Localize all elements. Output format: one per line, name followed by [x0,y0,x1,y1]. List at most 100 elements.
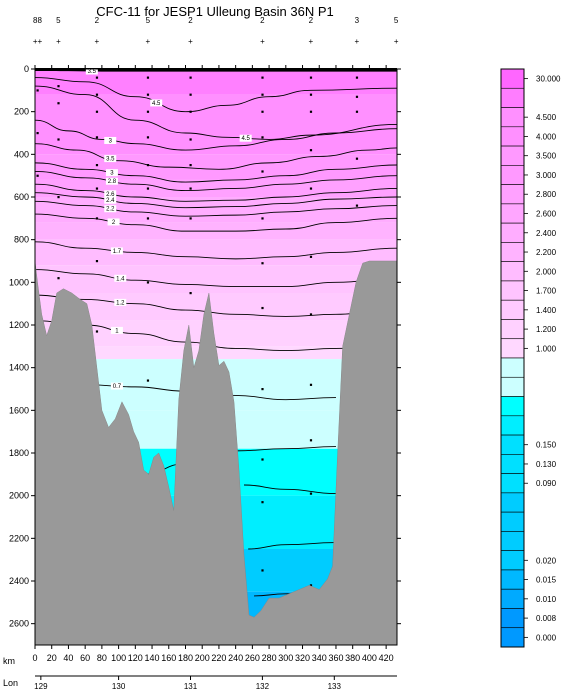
contour-label: 3.5 [88,69,97,75]
contour-label: 2.8 [108,179,117,185]
colorbar-swatch [500,126,525,147]
x-tick-label: 140 [145,653,160,663]
sample-point [189,93,192,96]
colorbar-swatch [500,454,525,474]
contour-label: 2.2 [106,207,115,213]
colorbar-swatch [500,203,525,224]
sample-point [189,187,192,190]
sample-point [146,93,150,96]
chart-title: CFC-11 for JESP1 Ulleung Basin 36N P1 [96,4,334,19]
x-tick-label: 240 [228,653,243,663]
contour-line [35,143,397,170]
station-marker: + [56,37,61,46]
sample-point [261,569,264,572]
colorbar-label: 0.090 [536,479,557,488]
sample-point [309,76,313,79]
colorbar-label: 0.020 [536,556,557,565]
contour-line [35,183,397,202]
colorbar-swatch [500,242,525,262]
contour-label-bg [239,134,252,142]
contour-label-bg [104,205,117,213]
sample-point [95,330,99,333]
station-number: 2 [309,16,314,25]
colorbar-swatch [500,145,525,166]
sample-point [261,170,264,173]
y-tick-label: 2200 [9,533,29,543]
sample-point [309,584,313,587]
x-tick-label: 320 [295,653,310,663]
contour-line [35,269,397,288]
sample-point [261,217,264,220]
colorbar-label: 2.800 [536,190,557,199]
x-tick-label: 400 [362,653,377,663]
contour-line [35,294,397,317]
colorbar-swatch [500,473,525,494]
y-axis: 0 200 400 600 800 1000 1200 1400 1600 1800 2000 220… [9,64,401,629]
sample-point [95,260,99,263]
contour-label-bg [110,382,123,390]
y-tick-label: 600 [14,192,29,202]
sample-point [36,89,39,92]
sample-point [36,174,39,177]
colorbar-swatch [500,87,525,108]
x-tick-label: 380 [345,653,360,663]
colorbar-swatch [500,608,525,629]
colorbar-label: 1.200 [536,325,557,334]
sample-point [146,136,150,139]
colorbar-label: 0.015 [536,576,557,585]
colorbar-label: 2.000 [536,267,557,276]
contour-label: 3.5 [106,157,115,163]
x-tick-label: 80 [97,653,107,663]
sample-point [261,110,264,113]
sample-point [146,76,150,79]
x-axis: km 0 20 40 60 80 100 120 140 160 180 200 220 240 260 2… [3,65,394,666]
sample-point [355,157,359,160]
contour-line [35,170,397,192]
contour-label: 3 [110,171,114,177]
colorbar-swatch [500,165,525,185]
colorbar-swatch [500,319,525,340]
sample-point [309,255,313,258]
colorbar-swatch [500,68,525,89]
contour-line [35,162,397,183]
sample-point [146,187,150,190]
longitude-axis-label: Lon [3,678,18,688]
sample-point [355,76,359,79]
colorbar-swatch [500,588,525,609]
sample-point [146,164,150,167]
sample-point [309,93,313,96]
colorbar-swatch [500,550,525,571]
contour-label: 4.5 [152,101,161,107]
colorbar-swatch [500,222,525,243]
x-tick-label: 300 [278,653,293,663]
station-number: 3 [355,16,360,25]
contour-label-bg [110,326,123,334]
sample-point [309,313,313,316]
contour-line [35,119,397,151]
station-marker: + [355,37,360,46]
contour-label-bg [105,169,118,177]
colorbar-label: 3.000 [536,171,557,180]
contour-label-bg [107,218,120,226]
contour-label-bg [114,274,127,282]
sample-point [57,138,60,141]
x-axis-label: km [3,656,15,666]
contour-line [35,241,397,260]
longitude-tick-label: 130 [112,682,126,691]
y-tick-label: 1800 [9,448,29,458]
sample-point [309,187,313,190]
station-marker: + [309,37,314,46]
contour-label-bg [104,196,117,204]
colorbar-swatch [500,492,525,513]
contour-line [248,542,336,550]
sample-point [189,138,192,141]
sample-point [355,110,359,113]
colorbar-swatch [500,184,525,205]
station-marker: + [260,37,265,46]
colorbar-label: 0.130 [536,460,557,469]
colorbar-label: 0.000 [536,633,557,642]
sample-point [95,76,99,79]
contour-line [35,77,397,113]
colorbar-label: 3.500 [536,152,557,161]
